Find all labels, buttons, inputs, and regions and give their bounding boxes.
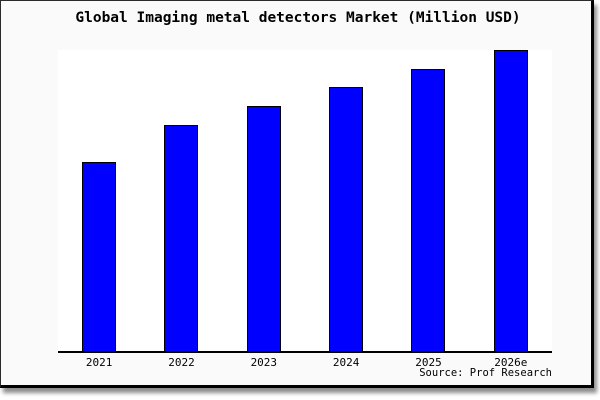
x-tick-label: 2022 — [168, 356, 195, 369]
bar-slot — [305, 50, 387, 351]
x-axis-labels: 2021 2022 2023 2024 2025 2026e — [58, 356, 552, 369]
bar-slot — [223, 50, 305, 351]
bar-slot — [387, 50, 469, 351]
chart-frame: Global Imaging metal detectors Market (M… — [0, 0, 594, 388]
x-tick-label: 2023 — [250, 356, 278, 369]
x-tick-label: 2025 — [415, 356, 442, 369]
x-tick-label: 2026e — [494, 356, 528, 369]
x-tick-label: 2021 — [85, 356, 113, 369]
chart-title: Global Imaging metal detectors Market (M… — [75, 10, 521, 26]
source-note: Source: Prof Research — [419, 367, 552, 379]
bar-2021 — [82, 161, 117, 351]
bar-2025 — [411, 68, 446, 351]
bar-group — [58, 50, 552, 351]
plot-area — [58, 50, 552, 353]
bar-2022 — [164, 124, 199, 351]
bar-slot — [140, 50, 222, 351]
x-tick-label: 2024 — [332, 356, 360, 369]
bar-2026e — [493, 50, 528, 351]
bar-2024 — [329, 87, 364, 351]
bar-slot — [58, 50, 140, 351]
bar-slot — [470, 50, 552, 351]
bar-2023 — [246, 106, 281, 351]
